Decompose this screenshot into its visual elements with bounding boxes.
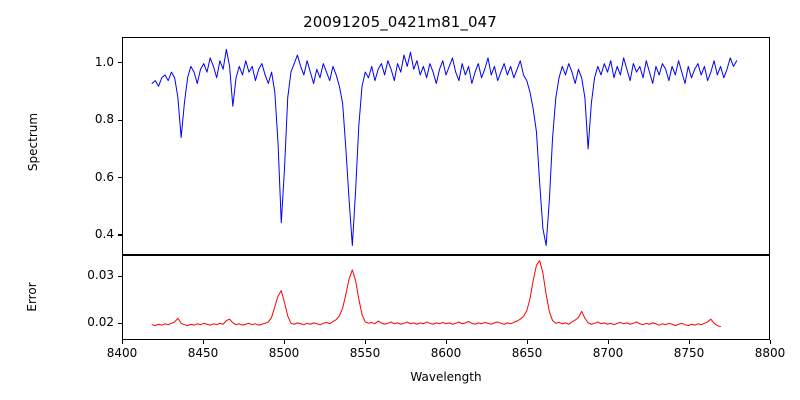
x-tick-label: 8600: [430, 346, 462, 360]
x-tick-mark: [445, 340, 447, 344]
spectrum-series: [123, 38, 769, 254]
spectrum-y-tick-label: 0.8: [94, 112, 114, 127]
error-series: [123, 256, 769, 339]
x-tick-mark: [121, 340, 123, 344]
spectrum-y-tick-mark: [118, 119, 122, 121]
chart-title: 20091205_0421m81_047: [303, 13, 497, 31]
spectrum-plot-area: [122, 37, 770, 255]
error-y-axis-label: Error: [25, 282, 39, 312]
x-tick-label: 8550: [349, 346, 381, 360]
spectrum-y-tick-mark: [118, 177, 122, 179]
x-tick-mark: [769, 340, 771, 344]
x-tick-label: 8750: [673, 346, 705, 360]
x-tick-mark: [364, 340, 366, 344]
error-y-tick-label: 0.03: [87, 268, 114, 283]
spectrum-y-axis-label: Spectrum: [26, 112, 40, 172]
x-axis-label: Wavelength: [410, 370, 482, 384]
spectrum-y-tick-mark: [118, 234, 122, 236]
error-y-tick-label: 0.02: [87, 315, 114, 330]
x-tick-label: 8650: [511, 346, 543, 360]
spectrum-y-tick-label: 1.0: [94, 54, 114, 69]
error-y-tick-mark: [118, 322, 122, 325]
x-tick-label: 8500: [268, 346, 300, 360]
x-tick-mark: [202, 340, 204, 344]
x-tick-mark: [607, 340, 609, 344]
x-tick-label: 8400: [106, 346, 138, 360]
x-tick-label: 8800: [754, 346, 786, 360]
x-tick-mark: [283, 340, 285, 344]
x-tick-mark: [688, 340, 690, 344]
error-y-tick-mark: [118, 275, 122, 277]
x-tick-mark: [526, 340, 528, 344]
spectrum-y-tick-label: 0.6: [94, 169, 114, 184]
x-tick-label: 8450: [187, 346, 219, 360]
error-plot-area: [122, 255, 770, 340]
x-tick-label: 8700: [592, 346, 624, 360]
spectrum-y-tick-label: 0.4: [94, 226, 114, 241]
spectrum-y-tick-mark: [118, 62, 122, 64]
